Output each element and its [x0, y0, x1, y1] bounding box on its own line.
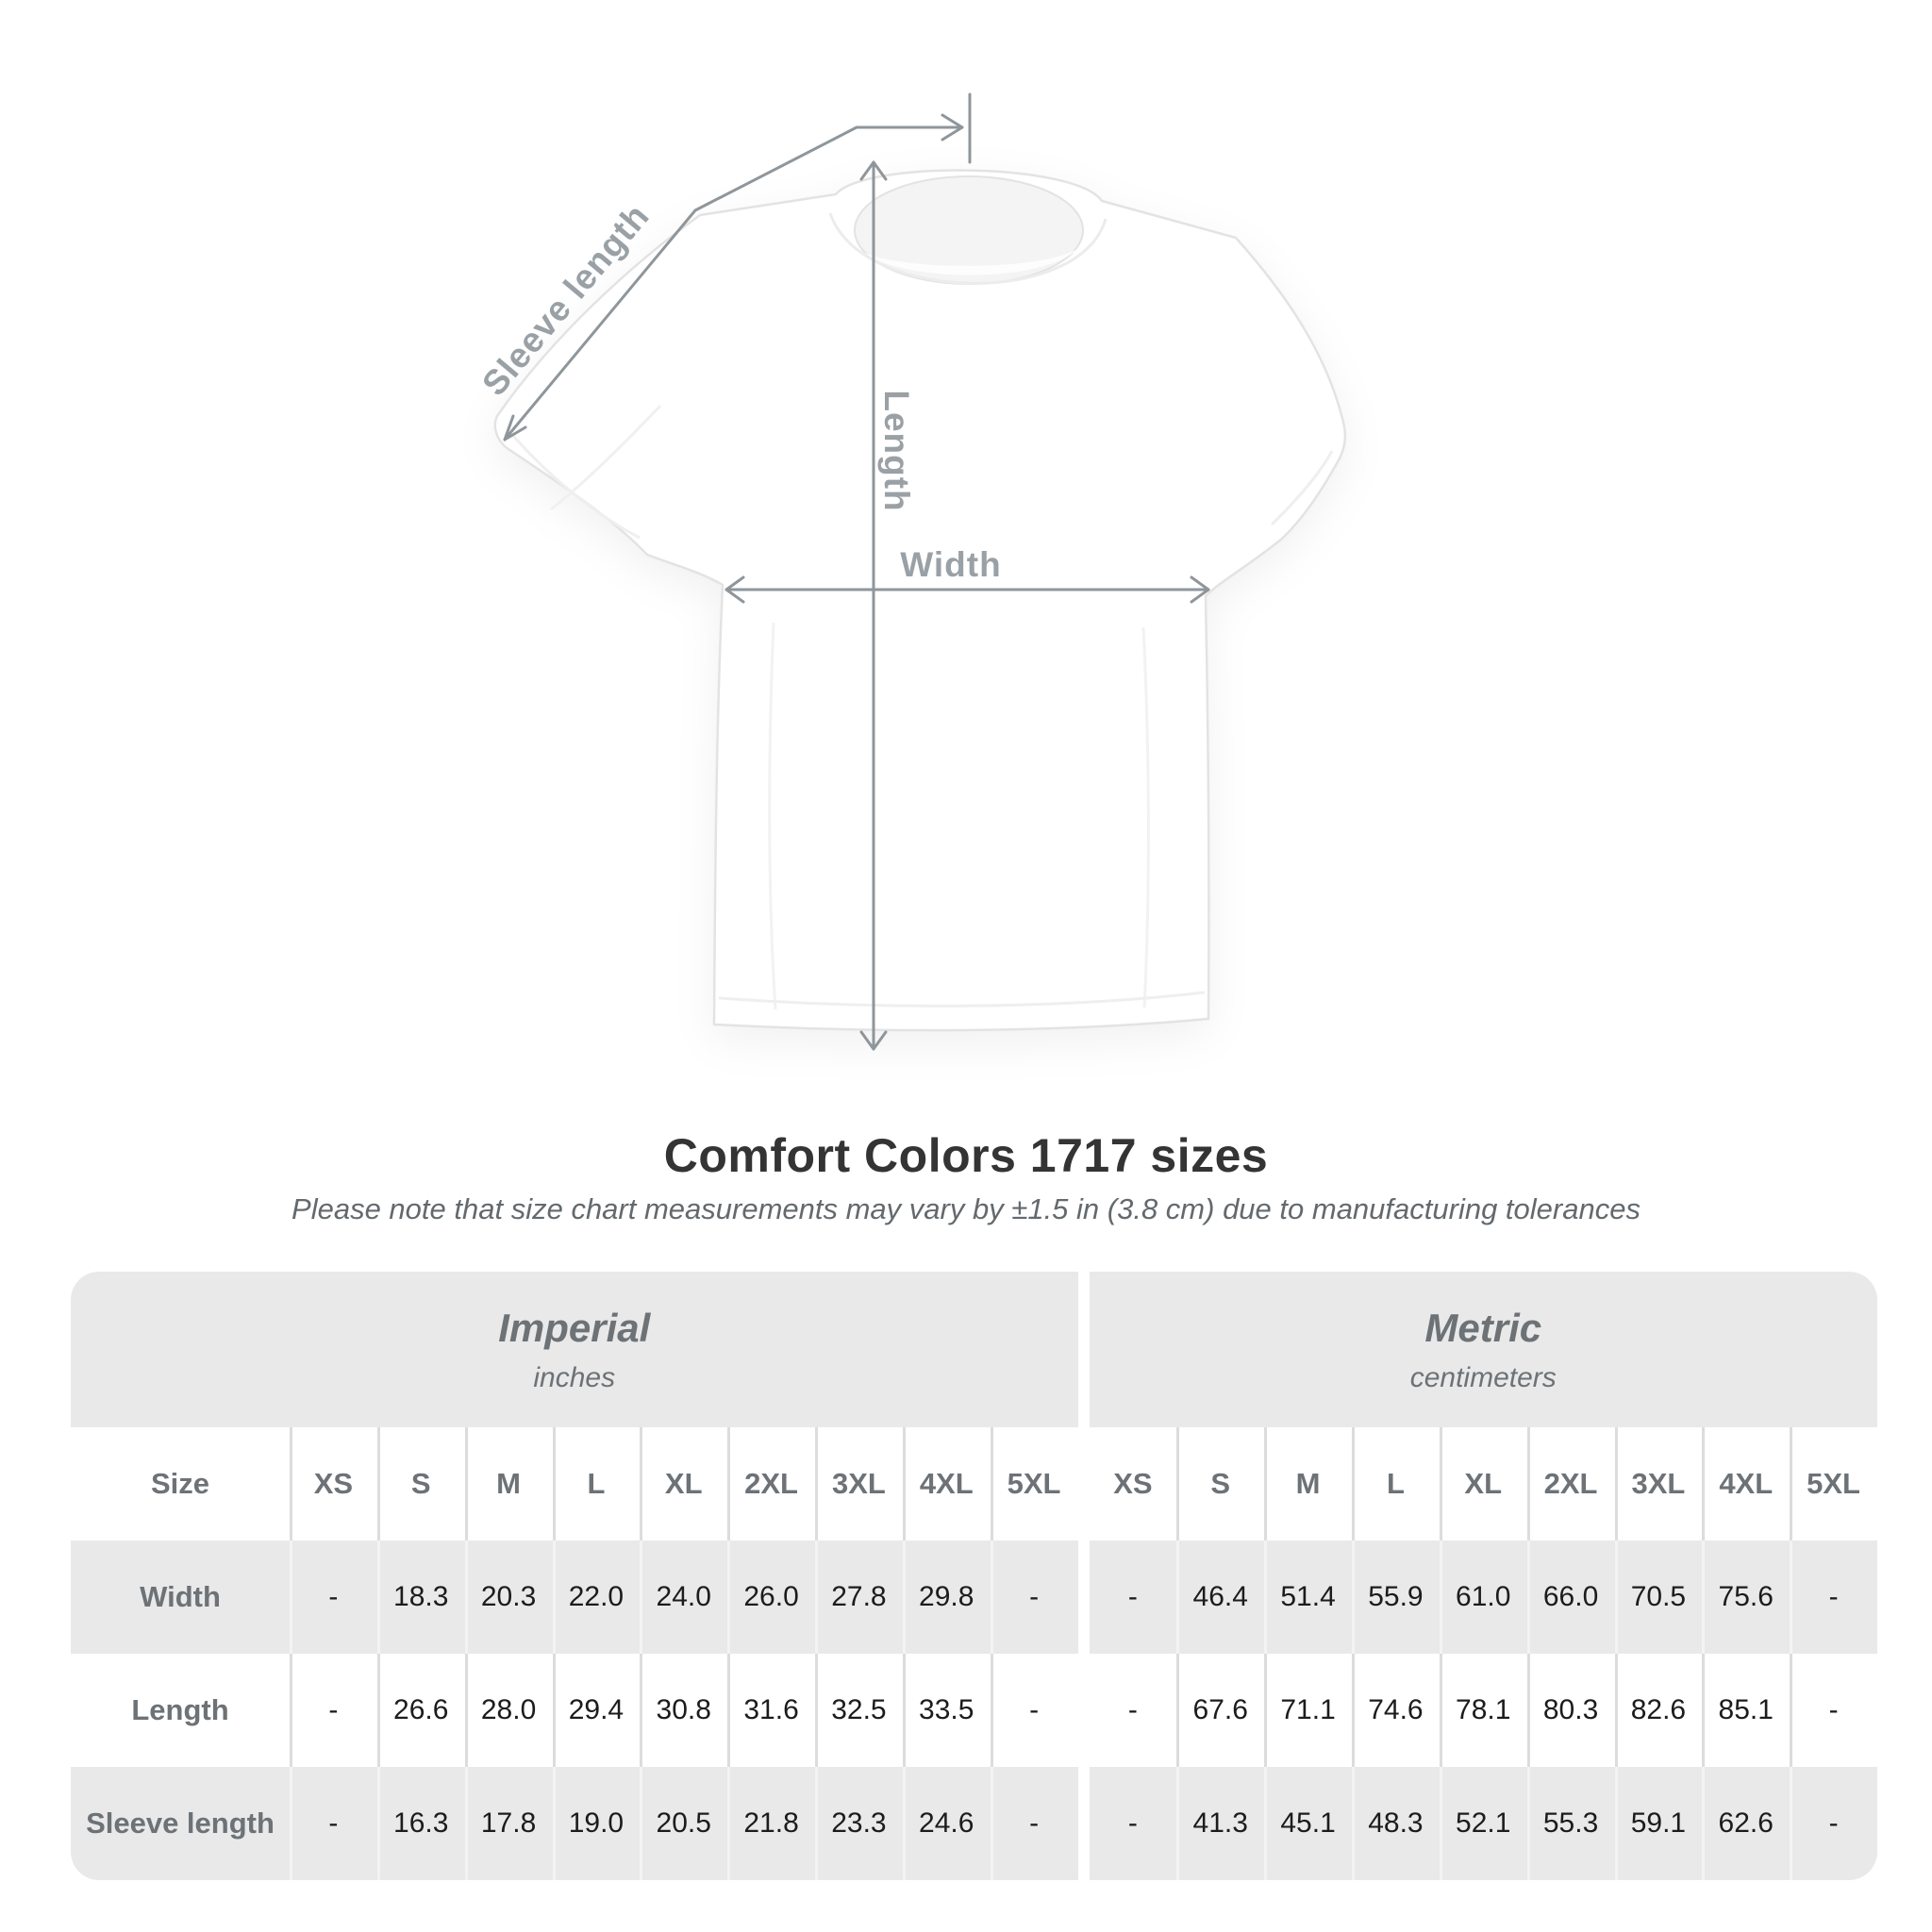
size-value-cell: 55.3	[1526, 1767, 1615, 1880]
measurement-row-label: Width	[71, 1541, 290, 1654]
size-value-cell: 29.4	[553, 1654, 641, 1767]
size-value-cell: -	[1127, 1694, 1138, 1725]
size-value-cell: 51.4	[1264, 1541, 1352, 1654]
metric-title: Metric	[1424, 1305, 1542, 1350]
size-value-cell: 29.8	[902, 1541, 991, 1654]
size-value-cell: 18.3	[376, 1541, 465, 1654]
size-value-cell: 27.8	[815, 1541, 903, 1654]
size-value-cell: 45.1	[1264, 1767, 1352, 1880]
size-value-cell: 46.4	[1176, 1541, 1265, 1654]
imperial-header: Imperial inches	[71, 1272, 1078, 1427]
size-value-cell: 61.0	[1439, 1541, 1527, 1654]
size-value-cell: 82.6	[1615, 1654, 1703, 1767]
size-value-cell: 22.0	[552, 1541, 641, 1654]
size-header-imperial: M	[465, 1427, 553, 1541]
size-value-cell: 70.5	[1614, 1541, 1703, 1654]
tshirt-diagram: Sleeve length Length Width	[475, 92, 1347, 1051]
sleeve-length-line	[503, 125, 964, 441]
size-value-cell: 30.8	[640, 1654, 727, 1767]
size-value-cell: 16.3	[376, 1767, 465, 1880]
size-value-cell: 67.6	[1176, 1654, 1264, 1767]
size-header-imperial: 3XL	[815, 1427, 903, 1541]
size-header-imperial: 4XL	[903, 1427, 991, 1541]
size-table: Imperial inches Metric centimeters Size X…	[71, 1272, 1877, 1880]
size-value-cell: -	[1790, 1654, 1877, 1767]
size-value-cell: -	[290, 1541, 377, 1654]
arrowhead-down	[859, 1030, 888, 1051]
imperial-unit: inches	[533, 1361, 616, 1393]
size-value-cell: 23.3	[815, 1767, 903, 1880]
length-label: Length	[877, 390, 916, 512]
size-value-cell: 26.6	[377, 1654, 465, 1767]
size-value-cell: 33.5	[903, 1654, 991, 1767]
size-value-cell: -	[990, 1767, 1078, 1880]
size-value-cell: -	[1790, 1767, 1877, 1880]
size-value-cell: 75.6	[1702, 1541, 1790, 1654]
size-value-cell: 55.9	[1352, 1541, 1440, 1654]
size-value-cell: 52.1	[1439, 1767, 1527, 1880]
arrowhead-right	[941, 113, 964, 142]
arrowhead-sleeve	[503, 414, 527, 441]
size-value-cell: 17.8	[464, 1767, 553, 1880]
size-header-imperial: 2XL	[727, 1427, 815, 1541]
size-value-cell: 20.3	[464, 1541, 553, 1654]
tolerance-note: Please note that size chart measurements…	[291, 1192, 1641, 1225]
size-value-cell: -	[1089, 1541, 1177, 1654]
size-value-cell: 20.5	[640, 1767, 728, 1880]
size-value-cell: 80.3	[1527, 1654, 1615, 1767]
size-header-imperial: L	[553, 1427, 641, 1541]
size-value-cell: 71.1	[1264, 1654, 1352, 1767]
size-value-cell: 78.1	[1440, 1654, 1527, 1767]
metric-header: Metric centimeters	[1089, 1272, 1877, 1427]
size-value-cell: 28.0	[465, 1654, 553, 1767]
size-value-cell: -	[991, 1654, 1078, 1767]
size-header-metric: 5XL	[1790, 1427, 1877, 1541]
size-header-metric: XS	[1113, 1467, 1153, 1500]
arrowhead-left	[724, 575, 745, 604]
size-value-cell: 31.6	[727, 1654, 815, 1767]
size-header-metric: 2XL	[1527, 1427, 1615, 1541]
size-value-cell: 74.6	[1352, 1654, 1440, 1767]
size-value-cell: 21.8	[727, 1767, 815, 1880]
size-value-cell: 24.0	[640, 1541, 728, 1654]
size-value-cell: -	[990, 1541, 1078, 1654]
size-value-cell: 41.3	[1176, 1767, 1265, 1880]
size-header-metric: 4XL	[1702, 1427, 1790, 1541]
size-value-cell: -	[290, 1654, 377, 1767]
size-value-cell: 62.6	[1702, 1767, 1790, 1880]
measurement-arrows	[503, 92, 1210, 1051]
size-value-cell: -	[1790, 1541, 1877, 1654]
arrowhead-right2	[1190, 575, 1210, 604]
size-value-cell: 32.5	[815, 1654, 903, 1767]
size-header-imperial: S	[377, 1427, 465, 1541]
metric-unit: centimeters	[1409, 1361, 1557, 1393]
size-value-cell: 19.0	[552, 1767, 641, 1880]
tshirt-image	[493, 169, 1347, 1032]
size-value-cell: 26.0	[727, 1541, 815, 1654]
arrowhead-up	[859, 160, 888, 181]
size-header-metric: L	[1352, 1427, 1440, 1541]
size-value-cell: 48.3	[1352, 1767, 1440, 1880]
size-header-metric: S	[1176, 1427, 1264, 1541]
size-value-cell: -	[1089, 1767, 1177, 1880]
size-value-cell: 59.1	[1614, 1767, 1703, 1880]
size-value-cell: -	[290, 1767, 377, 1880]
measurement-row-label: Sleeve length	[71, 1767, 290, 1880]
size-header-metric: 3XL	[1615, 1427, 1703, 1541]
measurement-row-label: Length	[131, 1693, 229, 1726]
size-value-cell: 66.0	[1526, 1541, 1615, 1654]
size-column-header: Size	[150, 1467, 210, 1500]
width-label: Width	[900, 545, 1002, 584]
size-value-cell: 24.6	[902, 1767, 991, 1880]
page-title: Comfort Colors 1717 sizes	[663, 1129, 1269, 1182]
size-header-imperial: XS	[290, 1427, 377, 1541]
size-header-metric: M	[1264, 1427, 1352, 1541]
size-header-imperial: XL	[640, 1427, 727, 1541]
size-value-cell: 85.1	[1702, 1654, 1790, 1767]
imperial-title: Imperial	[498, 1305, 651, 1350]
size-header-metric: XL	[1440, 1427, 1527, 1541]
size-header-imperial: 5XL	[991, 1427, 1078, 1541]
